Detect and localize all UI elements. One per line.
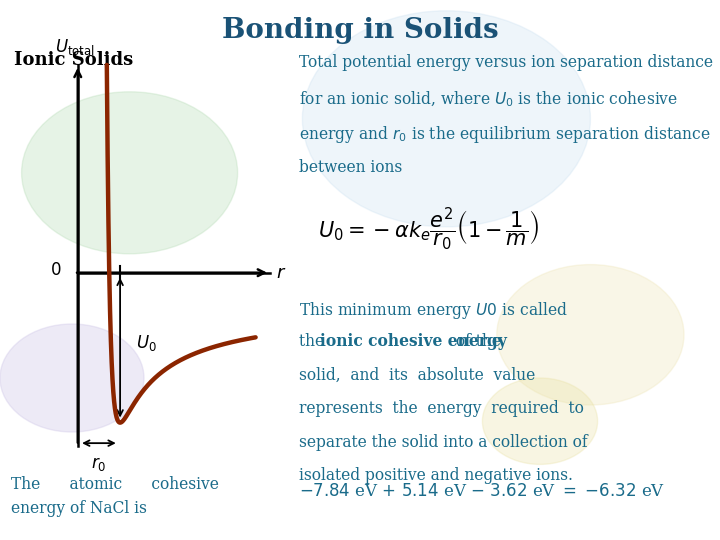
Circle shape [22, 92, 238, 254]
Circle shape [497, 265, 684, 405]
Text: This minimum energy $U0$ is called: This minimum energy $U0$ is called [299, 300, 567, 321]
Text: $r$: $r$ [276, 264, 286, 282]
Text: energy and $r_0$ is the equilibrium separation distance: energy and $r_0$ is the equilibrium sepa… [299, 124, 711, 145]
Text: $U_0$: $U_0$ [136, 333, 157, 353]
Text: for an ionic solid, where $U_0$ is the ionic cohesive: for an ionic solid, where $U_0$ is the i… [299, 89, 678, 109]
Text: solid,  and  its  absolute  value: solid, and its absolute value [299, 367, 535, 383]
Text: of the: of the [451, 333, 501, 350]
Text: $U_{\mathrm{total}}$: $U_{\mathrm{total}}$ [55, 37, 95, 57]
Text: $0$: $0$ [50, 261, 62, 279]
Text: $r_0$: $r_0$ [91, 455, 107, 473]
Text: $-7.84$ eV $+$ $5.14$ eV $-$ $3.62$ eV $=$ $-6.32$ eV: $-7.84$ eV $+$ $5.14$ eV $-$ $3.62$ eV $… [299, 483, 665, 500]
Circle shape [302, 11, 590, 227]
Text: represents  the  energy  required  to: represents the energy required to [299, 400, 584, 417]
Text: ionic cohesive energy: ionic cohesive energy [320, 333, 508, 350]
Circle shape [0, 324, 144, 432]
Circle shape [482, 378, 598, 464]
Text: Ionic Solids: Ionic Solids [14, 51, 134, 69]
Text: The      atomic      cohesive
energy of NaCl is: The atomic cohesive energy of NaCl is [11, 476, 219, 517]
Text: Total potential energy versus ion separation distance: Total potential energy versus ion separa… [299, 54, 713, 71]
Text: the: the [299, 333, 329, 350]
Text: separate the solid into a collection of: separate the solid into a collection of [299, 434, 588, 450]
Text: between ions: between ions [299, 159, 402, 176]
Text: Bonding in Solids: Bonding in Solids [222, 17, 498, 44]
Text: $U_0 = -\alpha k_e \dfrac{e^2}{r_0}\left(1 - \dfrac{1}{m}\right)$: $U_0 = -\alpha k_e \dfrac{e^2}{r_0}\left… [318, 206, 539, 253]
Text: isolated positive and negative ions.: isolated positive and negative ions. [299, 467, 573, 484]
